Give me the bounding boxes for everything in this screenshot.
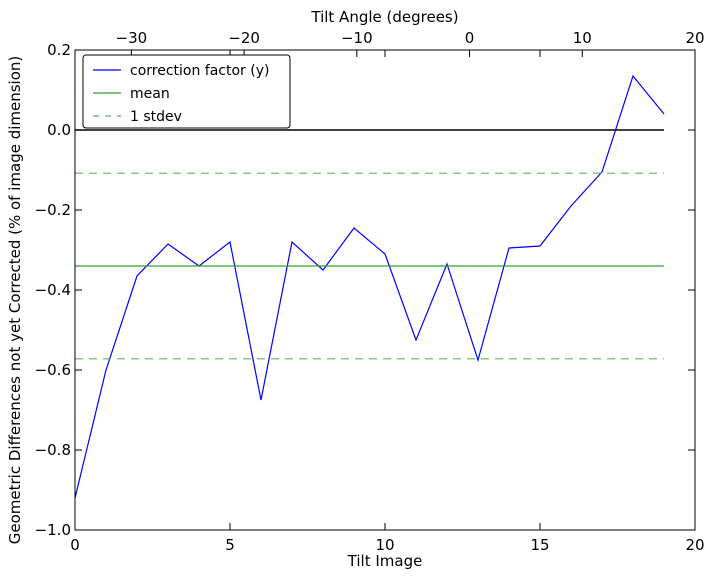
axes-group: 0 5 10 15 20 −30 −20 −10 0 10 20 −1.0 −0.8 −0.6 −0.4 −0… [35,29,705,554]
x2-tick-label: 0 [465,29,475,47]
y-tick-label: 0.2 [47,41,71,59]
plot-marks [74,74,665,499]
legend-entry-label: 1 stdev [130,109,182,125]
x2-tick-label: 20 [685,29,704,47]
y-axis-label: Geometric Differences not yet Corrected … [6,56,24,545]
y-tick-label: 0.0 [47,121,71,139]
x-tick-label: 20 [685,536,704,554]
y-tick-label: −0.4 [35,281,71,299]
x-tick-label: 10 [375,536,394,554]
x-tick-label: 15 [530,536,549,554]
legend-entry-label: correction factor (y) [130,63,269,79]
y-tick-label: −0.6 [35,361,71,379]
y-tick-label: −0.2 [35,201,71,219]
series-correction-factor-y-line [74,74,665,499]
legend-entry-label: mean [130,86,170,102]
x2-tick-label: −10 [341,29,373,47]
x-axis-label: Tilt Image [347,552,423,570]
legend: correction factor (y) mean 1 stdev [82,54,291,129]
y-tick-label: −0.8 [35,441,71,459]
top-axis-label: Tilt Angle (degrees) [310,8,458,26]
legend-box [82,54,291,129]
plot-frame [74,49,696,531]
x2-tick-label: 10 [573,29,592,47]
x2-tick-label: −30 [116,29,148,47]
x2-tick-label: −20 [228,29,260,47]
x-tick-label: 5 [225,536,235,554]
y-tick-label: −1.0 [35,521,71,539]
x-tick-label: 0 [70,536,80,554]
